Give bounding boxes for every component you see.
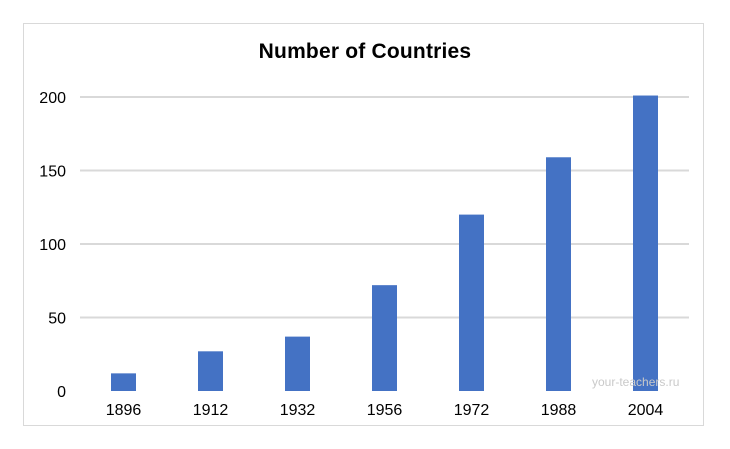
y-tick-label: 50	[48, 311, 66, 328]
watermark: your-teachers.ru	[592, 375, 680, 389]
y-tick-label: 100	[39, 237, 66, 254]
bar-1896	[111, 373, 136, 391]
chart-title: Number of Countries	[258, 40, 472, 63]
bar-1988	[546, 157, 571, 391]
y-tick-label: 0	[57, 384, 66, 401]
bar-1932	[285, 336, 310, 391]
y-tick-label: 200	[39, 90, 66, 107]
x-tick-label: 2004	[628, 402, 664, 419]
bar-1912	[198, 351, 223, 391]
bar-1956	[372, 285, 397, 391]
x-tick-label: 1972	[454, 402, 490, 419]
bar-2004	[633, 95, 658, 391]
y-tick-label: 150	[39, 164, 66, 181]
x-tick-label: 1988	[541, 402, 577, 419]
chart-frame	[23, 23, 704, 426]
bar-1972	[459, 214, 484, 391]
x-tick-label: 1932	[280, 402, 316, 419]
x-tick-label: 1956	[367, 402, 403, 419]
x-tick-label: 1896	[106, 402, 142, 419]
x-tick-label: 1912	[193, 402, 229, 419]
